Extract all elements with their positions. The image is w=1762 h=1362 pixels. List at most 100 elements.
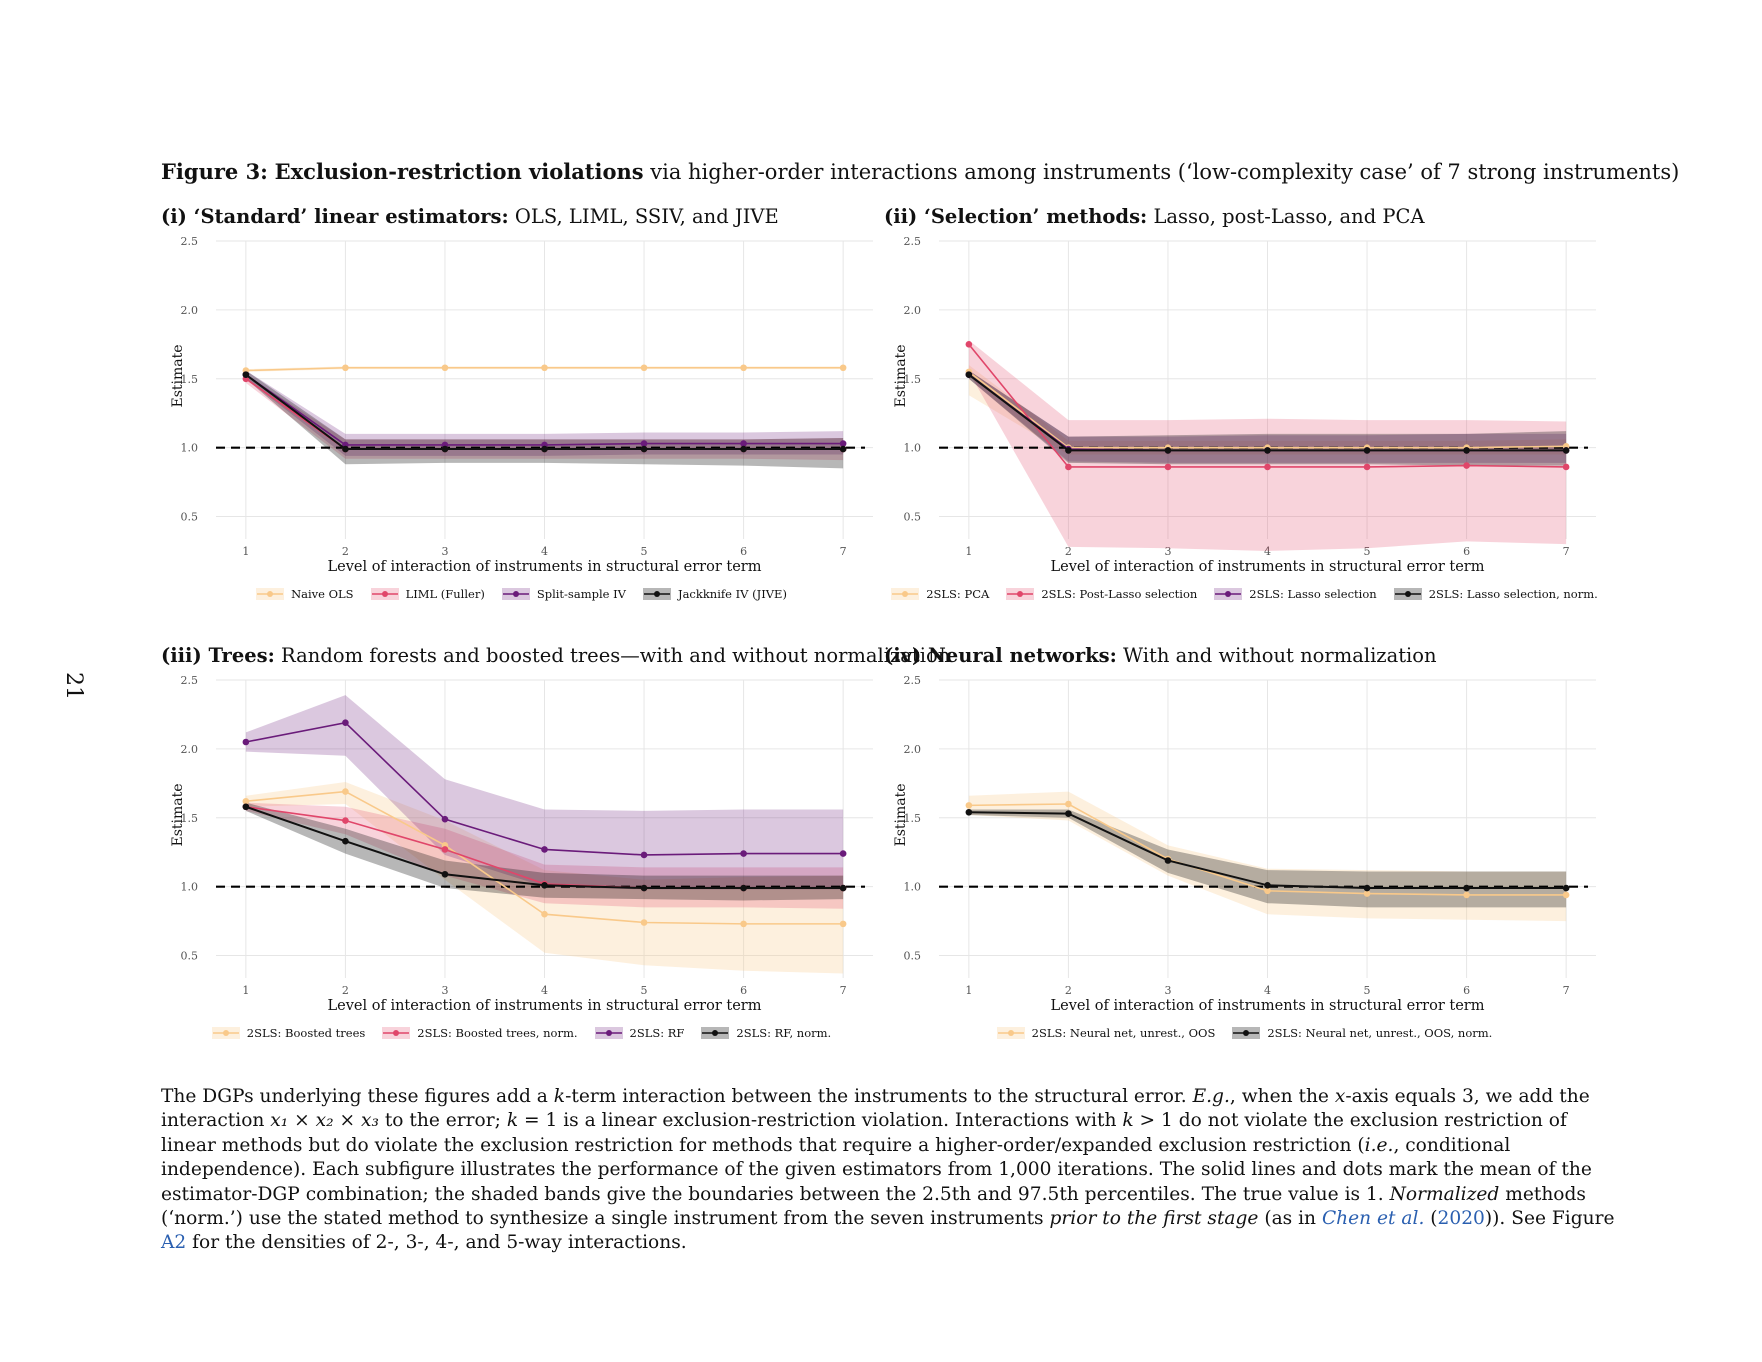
- chart-1: 0.5 1.0 1.5 2.0 2.5 1 2 3 4 5 6 7 Level of interacti…: [893, 235, 1596, 575]
- x-tick-label: 1: [965, 984, 972, 997]
- panel-title: (ii) ‘Selection’ methods: Lasso, post-La…: [884, 205, 1425, 228]
- data-point: [342, 364, 349, 372]
- data-point: [640, 440, 648, 447]
- legend-item: Naive OLS: [255, 587, 354, 601]
- data-point: [740, 364, 747, 372]
- data-point: [1562, 891, 1570, 899]
- y-tick-label: 2.5: [904, 235, 922, 248]
- chart-legend: 2SLS: Boosted trees 2SLS: Boosted trees, …: [161, 1026, 881, 1040]
- legend-key: [594, 1027, 623, 1039]
- caption-text: , when the: [1229, 1086, 1335, 1107]
- caption-text: -axis equals 3, we add the interaction: [161, 1086, 1590, 1132]
- data-point: [965, 371, 973, 378]
- data-point: [541, 364, 548, 372]
- legend-dot: [712, 1030, 719, 1036]
- legend-dot: [1225, 591, 1232, 597]
- figure-ref-link[interactable]: A2: [161, 1232, 187, 1254]
- panel-title-rest: Random forests and boosted trees—with an…: [274, 644, 951, 667]
- legend-key: [1393, 588, 1422, 600]
- legend-label: LIML (Fuller): [405, 587, 485, 601]
- panel-neural-networks: (iv) Neural networks: With and without n…: [884, 644, 1604, 1064]
- data-point: [1065, 800, 1072, 808]
- x-tick-label: 2: [342, 545, 349, 558]
- y-axis-label: Estimate: [893, 783, 909, 846]
- caption-text: i.e.: [1364, 1134, 1394, 1156]
- data-point: [1562, 447, 1570, 454]
- y-tick-label: 2.0: [904, 743, 922, 756]
- y-tick-label: 1.0: [904, 881, 922, 894]
- y-tick-label: 0.5: [181, 950, 199, 963]
- data-point: [965, 808, 973, 816]
- figure-title-rest: via higher-order interactions among inst…: [643, 160, 1680, 184]
- data-point: [1065, 447, 1072, 454]
- caption-text: (: [1424, 1208, 1438, 1230]
- figure-caption: The DGPs underlying these figures add a …: [161, 1085, 1616, 1256]
- ci-band-2SLS: Lasso selection: [968, 370, 1567, 463]
- data-point: [740, 440, 747, 447]
- x-tick-label: 1: [965, 545, 972, 558]
- caption-text: (as in: [1258, 1208, 1322, 1230]
- legend-label: 2SLS: Neural net, unrest., OOS: [1031, 1026, 1216, 1040]
- legend-label: 2SLS: Lasso selection, norm.: [1428, 587, 1598, 601]
- y-tick-label: 1.0: [904, 442, 922, 455]
- x-tick-label: 3: [1164, 984, 1171, 997]
- y-axis-label: Estimate: [893, 344, 909, 407]
- x-tick-label: 5: [641, 984, 648, 997]
- caption-text: methods (‘norm.’) use the stated method …: [161, 1183, 1586, 1230]
- panel-title: (i) ‘Standard’ linear estimators: OLS, L…: [161, 205, 779, 228]
- legend-key: [642, 588, 671, 600]
- data-point: [441, 846, 449, 853]
- data-point: [1264, 881, 1271, 889]
- data-point: [1164, 857, 1172, 864]
- data-point: [541, 881, 548, 889]
- ci-band-2SLS: Lasso selection, norm.: [968, 370, 1567, 466]
- legend-item: 2SLS: Post-Lasso selection: [1005, 587, 1197, 601]
- y-tick-label: 1.5: [181, 373, 199, 386]
- legend-label: 2SLS: PCA: [926, 587, 990, 601]
- data-point: [1562, 463, 1570, 471]
- x-tick-label: 5: [1364, 545, 1371, 558]
- caption-text: The DGPs underlying these figures add a: [161, 1086, 554, 1107]
- legend-key: [256, 588, 285, 600]
- panel-title-rest: Lasso, post-Lasso, and PCA: [1147, 205, 1425, 228]
- panel-title-bold: (i) ‘Standard’ linear estimators:: [161, 205, 509, 228]
- legend-label: Split-sample IV: [536, 587, 626, 601]
- legend-label: 2SLS: Neural net, unrest., OOS, norm.: [1267, 1026, 1493, 1040]
- chart-legend: 2SLS: PCA 2SLS: Post-Lasso selection 2SLS:…: [884, 587, 1604, 601]
- data-point: [1463, 462, 1470, 469]
- caption-text: k: [1122, 1110, 1134, 1132]
- citation-link[interactable]: Chen et al.: [1321, 1208, 1425, 1230]
- legend-dot: [1404, 591, 1411, 597]
- legend-key: [996, 1027, 1025, 1039]
- data-point: [740, 884, 747, 892]
- legend-key: [1214, 588, 1243, 600]
- y-tick-label: 2.5: [181, 235, 199, 248]
- ci-band-2SLS: Boosted trees, norm.: [245, 802, 844, 909]
- caption-text: to the error;: [378, 1110, 507, 1132]
- x-tick-label: 4: [541, 545, 548, 558]
- data-point: [640, 884, 648, 892]
- legend-dot: [1017, 591, 1024, 597]
- citation-year-link[interactable]: 2020: [1437, 1208, 1485, 1230]
- data-point: [740, 850, 747, 857]
- data-point: [1264, 887, 1271, 895]
- data-point: [1164, 463, 1172, 471]
- chart-legend: Naive OLS LIML (Fuller) Split-sample IV Jac…: [161, 587, 881, 601]
- interaction-formula: x₁ × x₂ × x₃: [270, 1110, 379, 1132]
- legend-dot: [512, 591, 519, 597]
- x-tick-label: 6: [1463, 545, 1470, 558]
- data-point: [1164, 447, 1172, 454]
- x-axis-label: Level of interaction of instruments in s…: [1051, 559, 1485, 575]
- panel-selection-methods: (ii) ‘Selection’ methods: Lasso, post-La…: [884, 205, 1604, 625]
- figure-title: Figure 3: Exclusion-restriction violatio…: [161, 159, 1679, 184]
- legend-key: [501, 588, 530, 600]
- figure-title-bold: Exclusion-restriction violations: [274, 159, 644, 184]
- x-tick-label: 5: [641, 545, 648, 558]
- x-tick-label: 3: [441, 545, 448, 558]
- data-point: [640, 445, 648, 453]
- caption-text: k: [506, 1110, 519, 1132]
- x-axis-label: Level of interaction of instruments in s…: [328, 559, 762, 575]
- data-point: [1363, 884, 1371, 892]
- ci-band-2SLS: RF, norm.: [245, 802, 844, 901]
- panel-standard-linear: (i) ‘Standard’ linear estimators: OLS, L…: [161, 205, 881, 625]
